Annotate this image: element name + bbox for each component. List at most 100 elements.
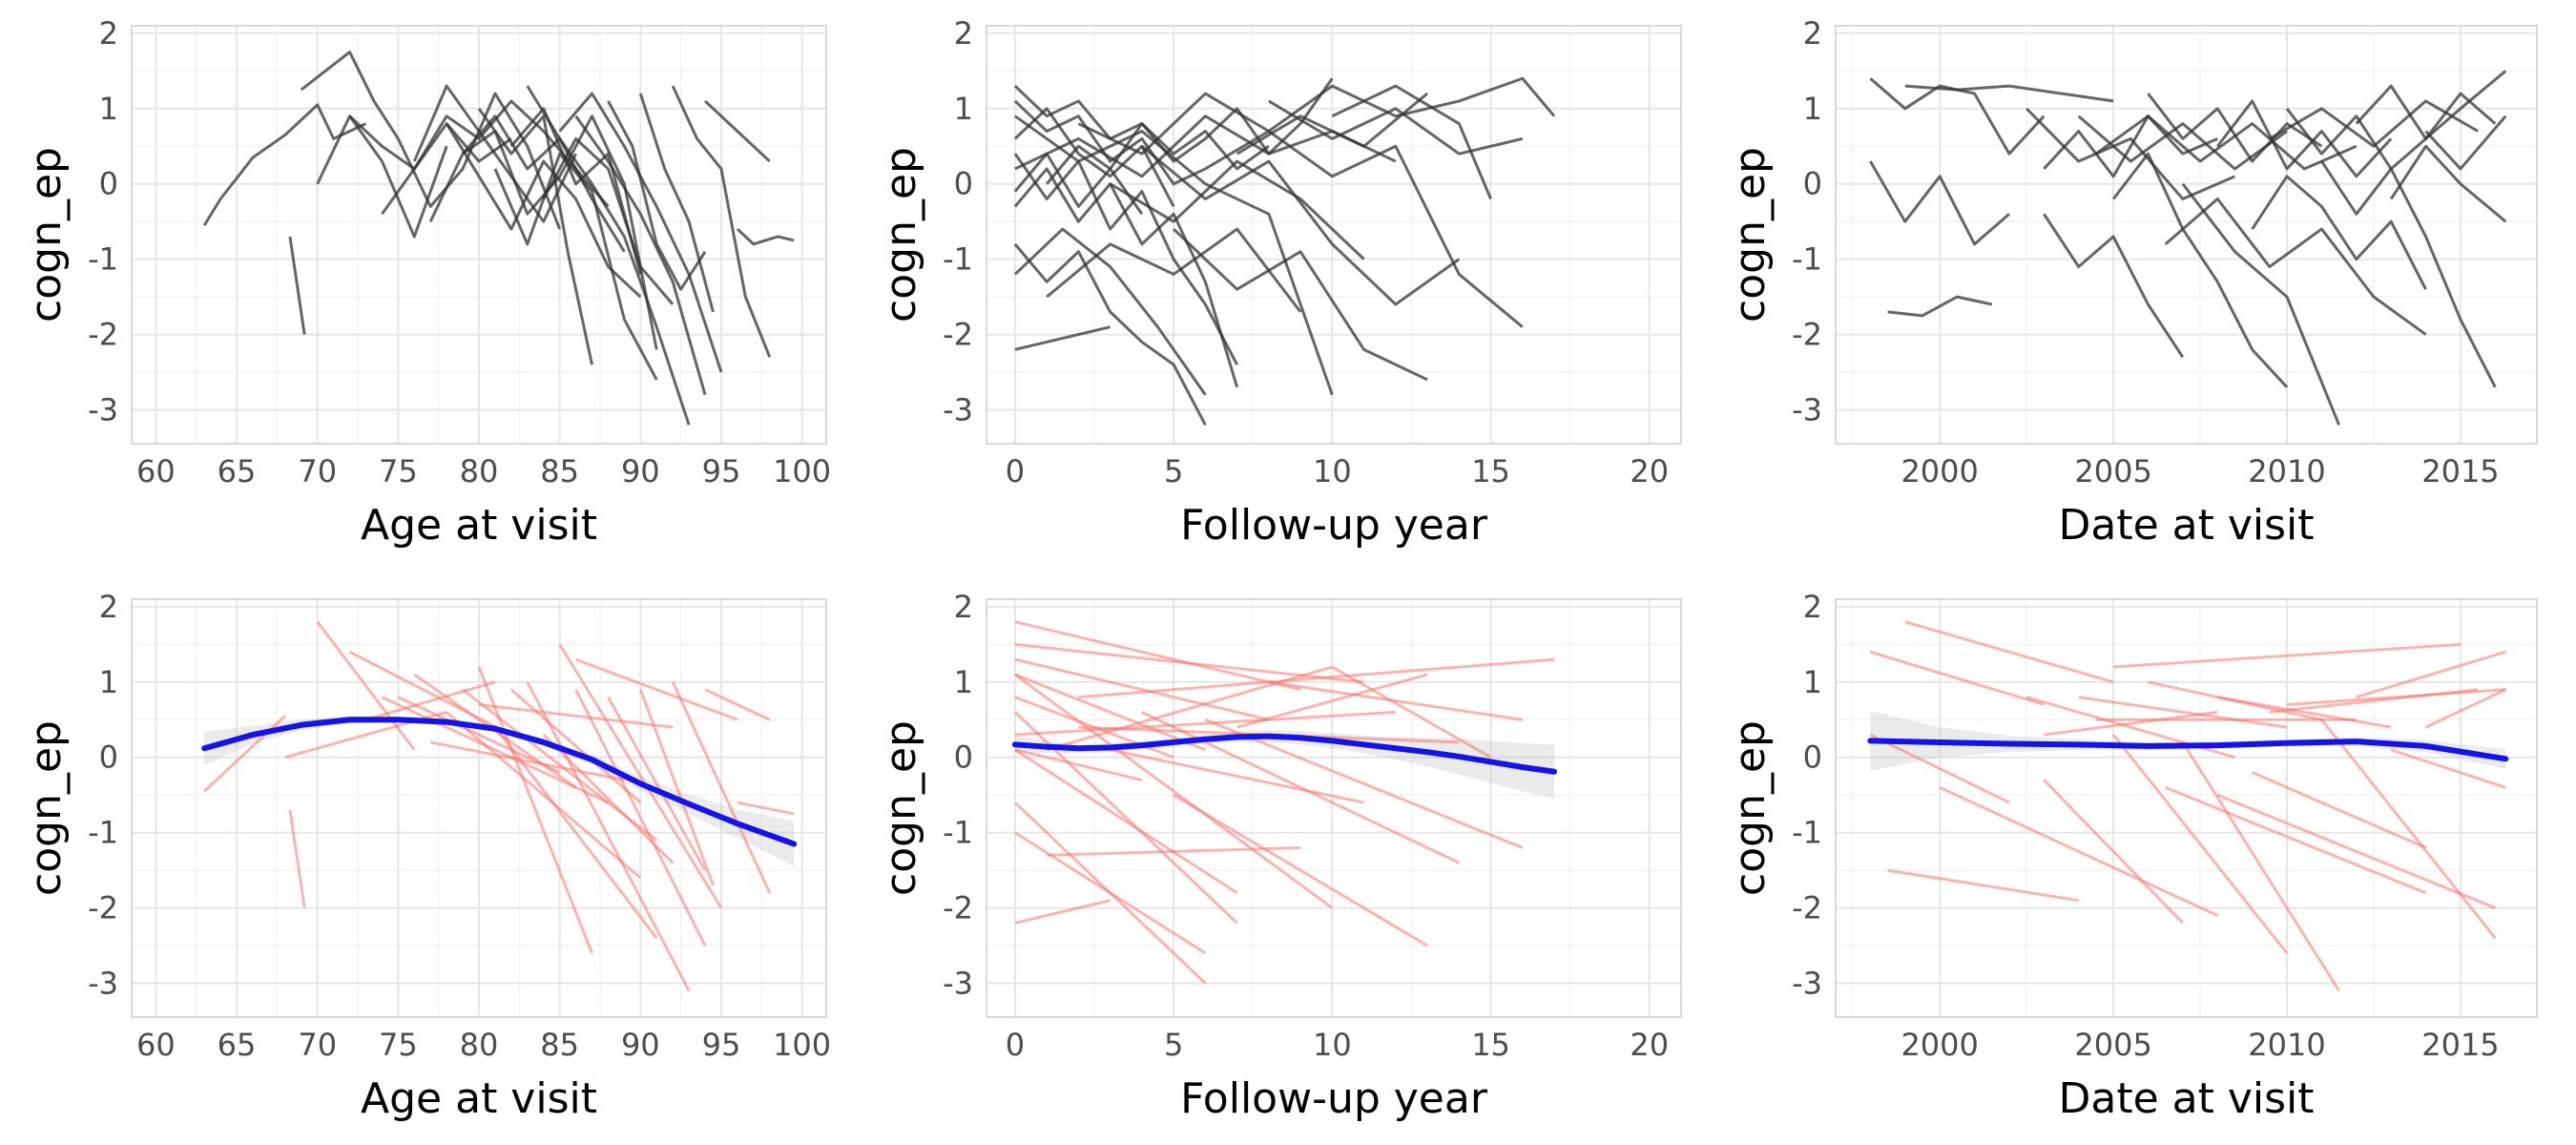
x-tick-label: 0	[1006, 453, 1025, 489]
panel-border	[131, 25, 827, 445]
y-tick-label: 0	[954, 739, 973, 776]
subject-trajectory-22	[509, 107, 642, 275]
chart-panel-3: 2000 2005 2010 2015 -3 -2 -1 0 1 2 Date at visit co…	[1726, 15, 2538, 550]
subject-fit-line-6	[2043, 779, 2184, 925]
subject-trajectory-3	[1013, 242, 1207, 426]
x-tick-label: 70	[298, 453, 337, 489]
x-tick-label: 15	[1471, 453, 1510, 489]
subject-trajectory-11	[1077, 76, 1556, 156]
subject-trajectory-13	[1204, 129, 1524, 328]
subject-fit-line-24	[365, 680, 496, 721]
subject-trajectory-18	[316, 114, 448, 239]
subject-trajectory-2	[1013, 153, 1238, 365]
subject-trajectory-10	[526, 85, 691, 426]
subject-trajectory-16	[704, 99, 771, 163]
subject-fit-line-23	[1014, 642, 1364, 684]
subject-fit-line-7	[446, 711, 642, 880]
subject-fit-line-18	[1014, 748, 1143, 781]
y-tick-label: -1	[1792, 815, 1822, 851]
subject-fit-line-4	[348, 650, 512, 737]
y-tick-label: -3	[1792, 391, 1822, 427]
x-tick-label: 2010	[2248, 1027, 2325, 1063]
subject-fit-line-12	[574, 689, 707, 947]
smooth-trend-line	[201, 717, 798, 847]
y-tick-label: 0	[99, 166, 118, 202]
chart-panel-1: 60 65 70 75 80 85 90 95 100 -3 -2 -1 0 1 2 Age at visit…	[22, 15, 831, 550]
subject-fit-line-8	[477, 666, 593, 954]
subject-fit-line-12	[2252, 771, 2427, 849]
subject-fit-line-14	[2320, 718, 2497, 940]
x-tick-label: 95	[702, 1027, 741, 1063]
subject-trajectory-7	[445, 122, 642, 299]
x-tick-label: 20	[1630, 1027, 1669, 1063]
subject-fit-line-26	[575, 657, 738, 721]
panel-border	[1835, 598, 2538, 1018]
subject-fit-line-22	[1014, 620, 1301, 692]
subject-trajectory-15	[2355, 70, 2507, 140]
subject-trajectory-6	[2043, 213, 2185, 359]
y-axis-title: cogn_ep	[22, 720, 71, 896]
x-tick-label: 2005	[2074, 453, 2151, 489]
subject-trajectory-8	[477, 107, 593, 365]
x-tick-label: 2010	[2248, 453, 2325, 489]
y-axis-title: cogn_ep	[22, 147, 71, 323]
subject-fit-line-17	[1014, 673, 1206, 752]
y-tick-label: 0	[99, 739, 118, 776]
subject-trajectory-12	[1140, 145, 1461, 306]
y-tick-label: -3	[1792, 965, 1822, 1001]
y-tick-label: 1	[99, 664, 118, 700]
subject-trajectory-1	[202, 103, 367, 226]
subject-fit-line-17	[2424, 688, 2506, 729]
subject-fit-line-14	[1268, 680, 1524, 721]
subject-trajectory-12	[574, 114, 707, 396]
y-tick-label: -2	[943, 317, 973, 353]
subject-trajectory-9	[1013, 107, 1175, 208]
subject-trajectory-6	[412, 84, 577, 223]
panel-border	[986, 598, 1682, 1018]
subject-trajectory-6	[1014, 114, 1334, 396]
chart-panel-4: 60 65 70 75 80 85 90 95 100 -3 -2 -1 0 1 2 Age at visit…	[22, 589, 831, 1123]
x-tick-label: 80	[460, 1027, 499, 1063]
x-tick-label: 85	[540, 1027, 579, 1063]
subject-fit-line-7	[2078, 696, 2288, 729]
subject-fit-line-5	[2044, 710, 2218, 737]
subject-trajectory-18	[1013, 152, 1144, 216]
x-axis-title: Date at visit	[2058, 501, 2314, 550]
subject-trajectory-7	[1013, 227, 1207, 396]
subject-fit-line-1	[1869, 650, 2045, 706]
subject-trajectory-4	[348, 114, 512, 171]
subject-trajectory-3	[1869, 160, 2010, 246]
panel-border	[986, 25, 1682, 445]
y-axis-title: cogn_ep	[1726, 720, 1775, 896]
x-axis-title: Follow-up year	[1180, 501, 1488, 550]
x-tick-label: 60	[136, 453, 176, 489]
subject-trajectory-15	[671, 85, 772, 358]
subject-trajectory-14	[2320, 160, 2497, 388]
subject-fit-line-10	[2181, 741, 2340, 992]
y-tick-label: -1	[1792, 241, 1822, 278]
subject-fit-line-19	[1110, 748, 1364, 804]
y-tick-label: 0	[954, 166, 973, 202]
y-axis-title: cogn_ep	[877, 720, 925, 896]
subject-trajectory-21	[1236, 92, 1429, 156]
subject-trajectory-21	[2269, 99, 2479, 148]
subject-fit-line-10	[526, 681, 691, 992]
subject-trajectory-8	[2111, 152, 2289, 388]
y-tick-label: -1	[88, 241, 118, 278]
subject-trajectory-2	[288, 236, 306, 335]
y-tick-label: -1	[88, 815, 118, 851]
x-tick-label: 10	[1313, 1027, 1352, 1063]
subject-fit-line-9	[493, 726, 658, 940]
x-tick-label: 100	[773, 1027, 831, 1063]
subject-fit-line-12	[1141, 711, 1460, 864]
subject-fit-line-13	[1204, 718, 1524, 849]
x-axis-title: Follow-up year	[1180, 1074, 1488, 1123]
subject-trajectory-14	[638, 93, 715, 313]
subject-fit-line-10	[1014, 748, 1238, 895]
subject-trajectory-9	[2147, 93, 2323, 163]
x-tick-label: 100	[773, 453, 831, 489]
subject-trajectory-16	[1173, 227, 1428, 382]
y-tick-label: -1	[943, 241, 973, 278]
panel-border	[1835, 25, 2538, 445]
